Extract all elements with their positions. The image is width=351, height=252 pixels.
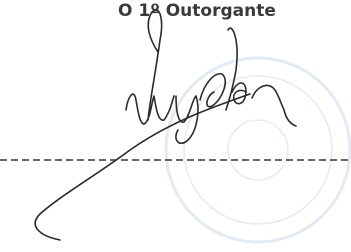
signature-block: O 1º Outorgante bbox=[0, 0, 351, 252]
page: {"document": {"signature_label": "O 1º O… bbox=[0, 0, 351, 252]
stamp bbox=[166, 58, 350, 242]
signature bbox=[35, 10, 296, 240]
signature-label: O 1º Outorgante bbox=[118, 1, 276, 21]
